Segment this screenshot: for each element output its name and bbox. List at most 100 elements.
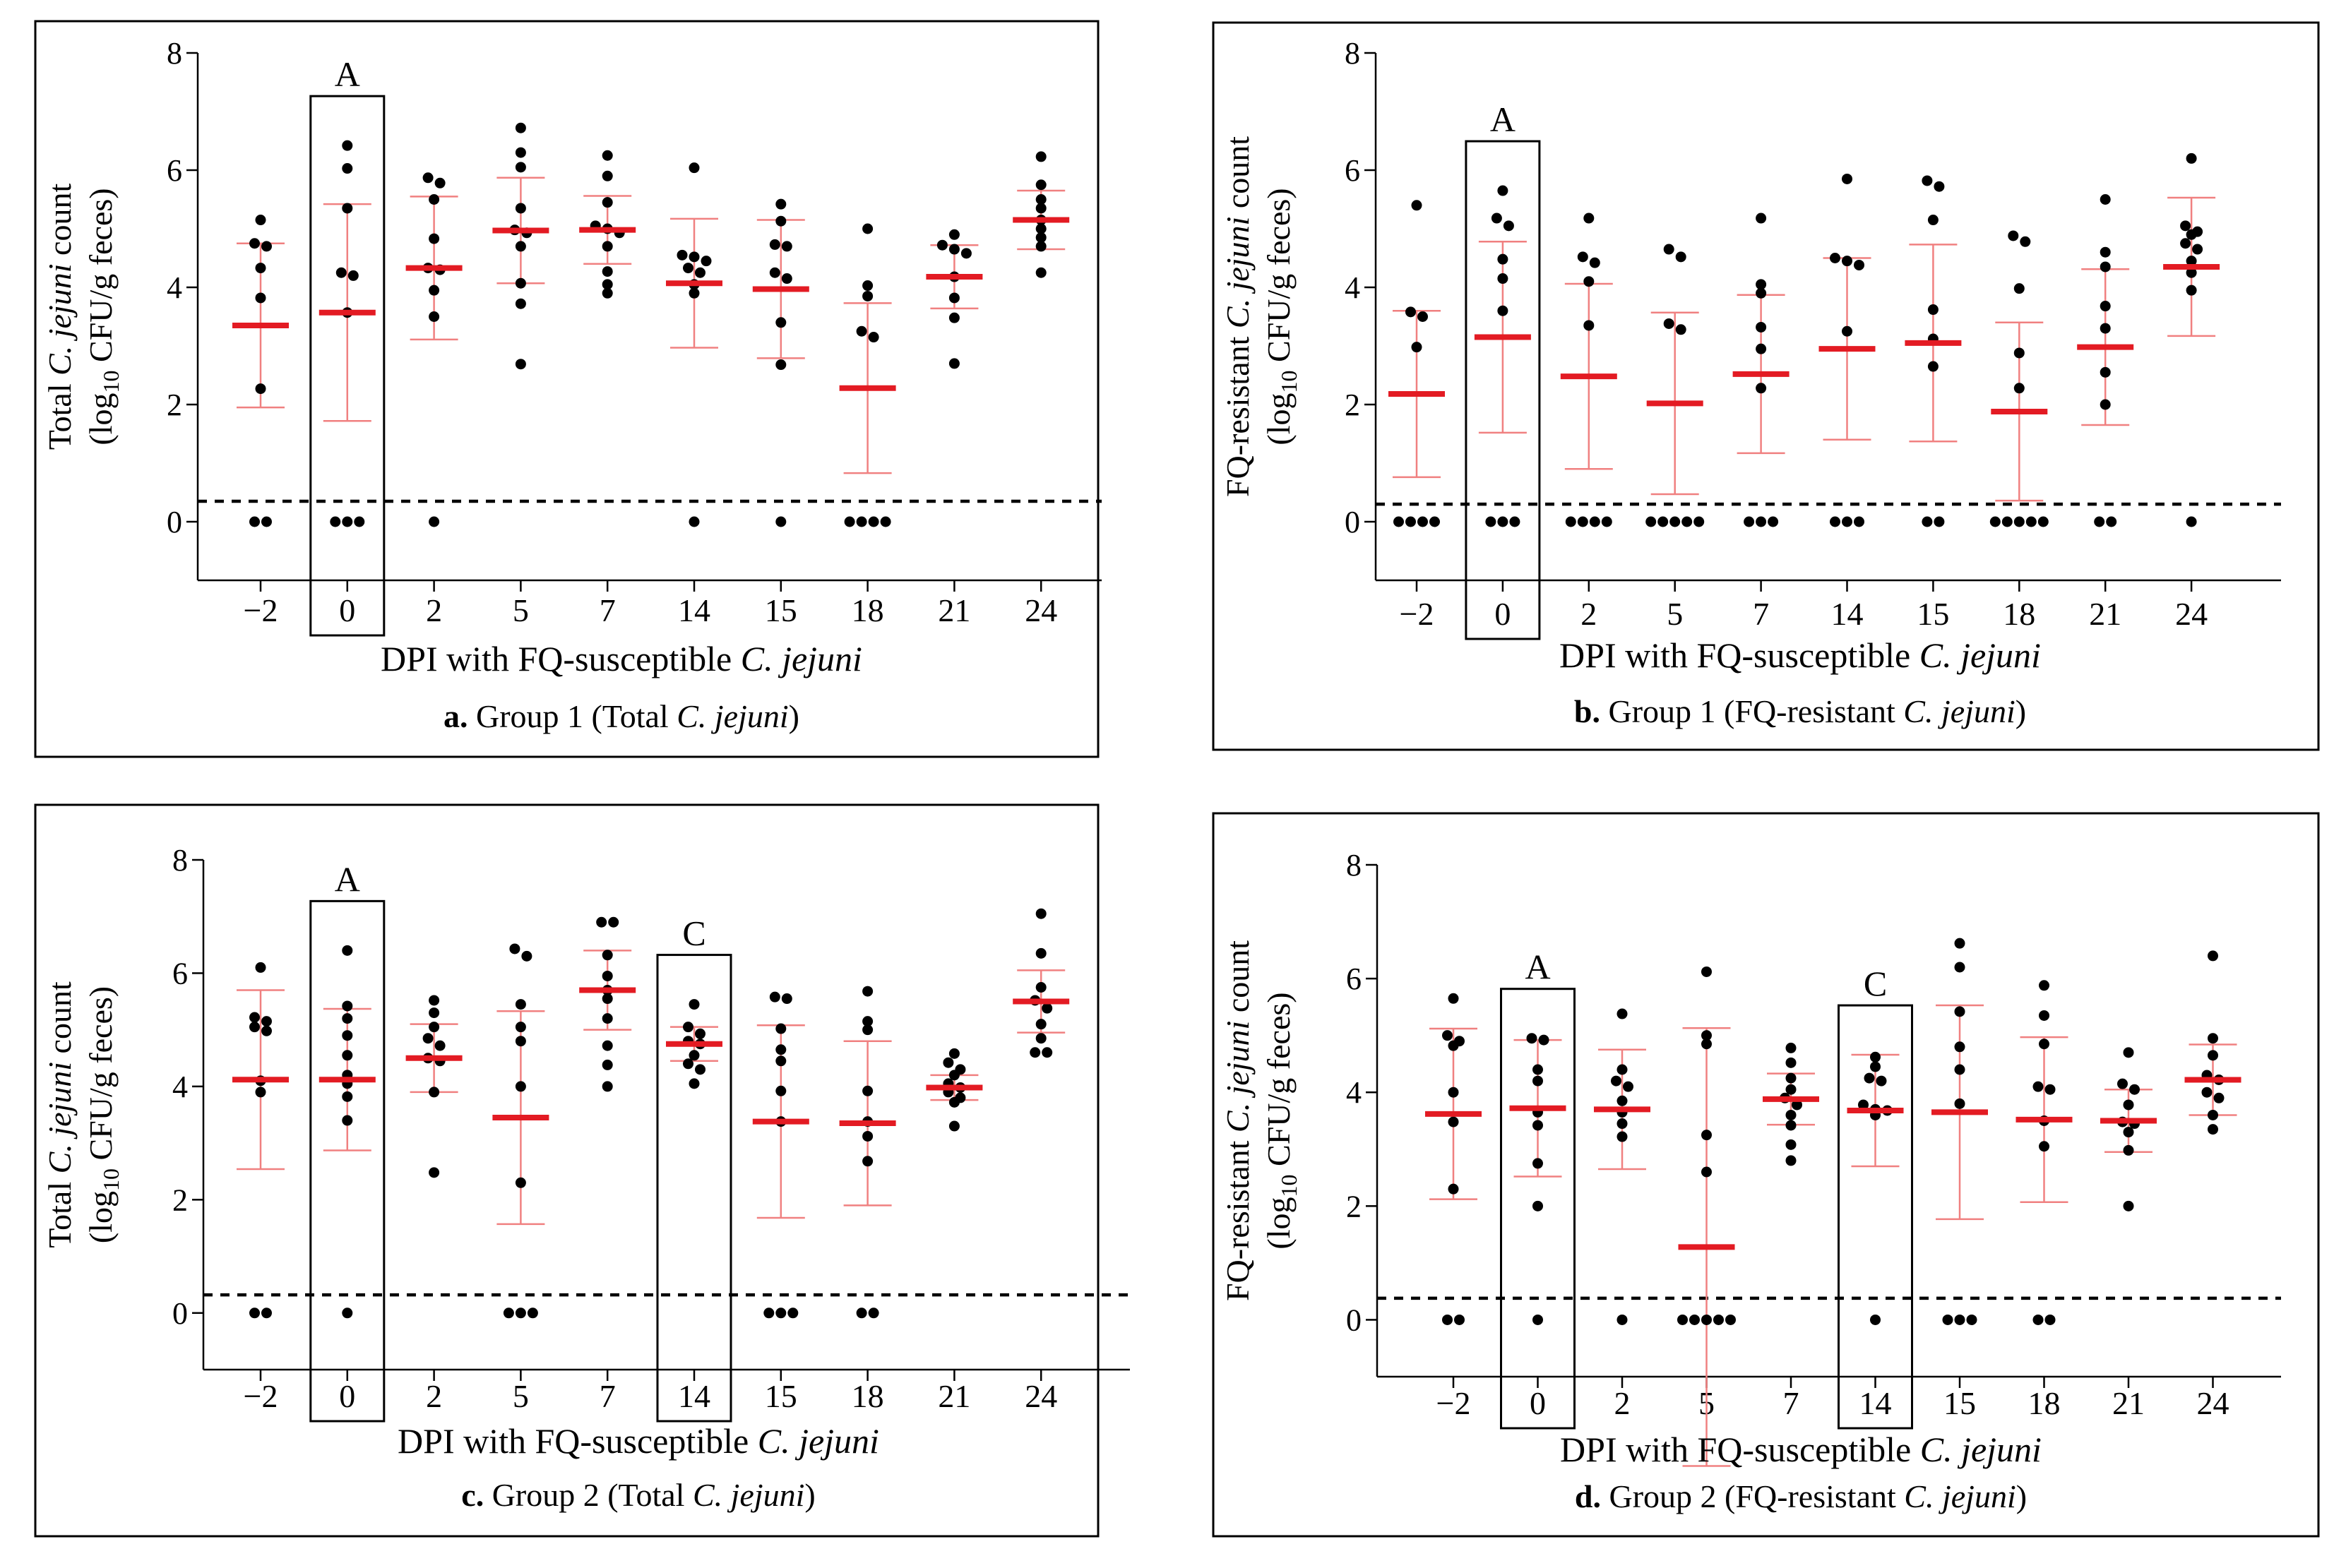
data-point [689,1050,700,1061]
data-point [1954,1064,1965,1075]
data-point [509,943,520,954]
y-axis-title: Total C. jejuni count(log10 CFU/g feces) [42,184,124,450]
panel-frame [34,803,1100,1538]
x-axis-title: DPI with FQ-susceptible C. jejuni [1560,1430,2042,1469]
data-point [1744,516,1755,527]
data-point [862,1085,874,1096]
data-point [689,999,700,1010]
data-point [1792,1099,1802,1111]
data-point [868,332,879,343]
data-point [515,1307,526,1319]
x-tick-label: 21 [2089,596,2121,632]
data-point [763,1307,775,1319]
data-point [2039,1141,2049,1152]
data-point [1497,253,1508,265]
x-tick-label: 0 [1494,596,1511,632]
data-point [2123,1099,2134,1111]
data-point [1405,306,1416,318]
highlight-label: A [335,859,360,899]
data-point [1454,1314,1465,1325]
data-point [960,248,972,259]
data-point [342,1307,353,1319]
data-point [1756,287,1767,299]
data-point [862,1130,874,1142]
data-point [342,1030,353,1041]
x-tick-label: 18 [2003,596,2035,632]
panel-caption: b. Group 1 (FQ-resistant C. jejuni) [1574,693,2026,729]
y-tick-label: 6 [1346,962,1362,996]
data-point [775,1085,787,1096]
x-tick-label: 2 [426,592,442,628]
data-point [2123,1127,2134,1138]
data-point [249,1307,260,1319]
data-point [1677,1314,1688,1325]
data-point [515,359,526,370]
data-point [948,229,960,240]
data-point [1756,279,1767,290]
data-point [1448,1116,1459,1127]
data-point [689,516,700,527]
data-point [781,993,792,1005]
data-point [683,1022,693,1033]
data-point [602,1059,613,1070]
data-point [1532,1075,1543,1087]
data-point [335,267,347,278]
data-point [2100,366,2111,378]
data-point [602,950,613,961]
x-tick-label: 0 [339,592,355,628]
data-point [769,991,780,1003]
data-point [521,950,532,962]
data-point [515,241,526,252]
y-tick-label: 2 [1346,1189,1362,1223]
data-point [342,1115,353,1126]
data-point [862,1156,874,1167]
y-axis-title-line2: (log10 CFU/g feces) [1261,992,1302,1249]
data-point [2186,256,2197,267]
data-point [515,1081,526,1092]
data-point [1509,516,1520,527]
data-point [1583,276,1595,287]
data-point [2001,516,2013,527]
data-point [342,163,353,174]
data-point [1532,1120,1543,1131]
data-point [1785,1084,1797,1095]
data-point [775,215,787,227]
data-point [342,1091,353,1102]
data-point [1954,962,1965,973]
highlight-label: A [335,54,360,94]
data-point [1927,304,1939,316]
data-point [1663,244,1674,255]
y-tick-label: 0 [167,505,182,539]
x-tick-label: 15 [765,1378,797,1414]
data-point [701,256,712,267]
data-point [2208,1124,2218,1135]
data-point [2008,230,2019,241]
data-point [2180,220,2191,232]
highlight-box [656,954,732,1423]
data-point [2123,1200,2134,1211]
y-tick-label: 6 [172,956,188,991]
data-point [602,970,613,981]
data-point [429,233,440,244]
data-point [1417,516,1428,527]
data-point [261,1307,272,1319]
data-point [1830,516,1840,527]
data-point [527,1307,538,1319]
data-point [429,1007,440,1019]
data-point [1785,1155,1797,1166]
data-point [1870,1051,1881,1063]
data-point [342,203,353,214]
data-point [1448,1087,1459,1098]
data-point [862,986,874,997]
data-point [515,1036,526,1047]
data-point [787,1307,799,1319]
x-tick-label: 7 [1783,1385,1799,1421]
data-point [1583,320,1595,331]
x-tick-label: 7 [600,592,616,628]
data-point [695,1064,705,1075]
data-point [1701,1039,1712,1050]
data-point [602,1040,613,1051]
data-point [1854,516,1864,527]
x-tick-label: 24 [1025,592,1057,628]
x-tick-label: 5 [1667,596,1683,632]
